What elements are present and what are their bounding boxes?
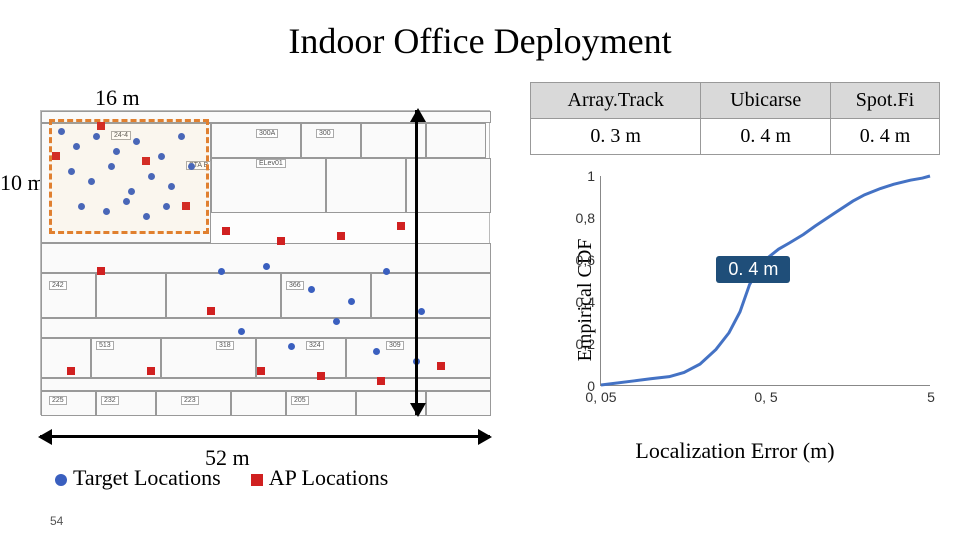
y-tick: 0,6 <box>563 252 595 268</box>
ap-square <box>397 222 405 230</box>
ap-square <box>207 307 215 315</box>
x-tick: 0, 5 <box>754 389 777 405</box>
cdf-chart: Empirical CDF 0. 4 m 00,20,40,60,810, 05… <box>530 170 940 430</box>
room-label: 300 <box>316 129 334 138</box>
room <box>426 391 491 416</box>
room <box>166 273 281 318</box>
target-dot <box>418 308 425 315</box>
target-dot <box>218 268 225 275</box>
target-dot <box>263 263 270 270</box>
table-cell: 0. 4 m <box>701 119 831 155</box>
room-label: 242 <box>49 281 67 290</box>
room <box>41 318 491 338</box>
room-label: 318 <box>216 341 234 350</box>
ap-square <box>222 227 230 235</box>
arrow-52m <box>40 435 490 438</box>
room <box>416 338 491 378</box>
table-cell: 0. 4 m <box>830 119 939 155</box>
target-dot <box>373 348 380 355</box>
target-dot <box>288 343 295 350</box>
table-header: Ubicarse <box>701 83 831 119</box>
page-number: 54 <box>50 514 63 528</box>
results-table: Array.Track Ubicarse Spot.Fi 0. 3 m 0. 4… <box>530 82 940 155</box>
dimension-10m: 10 m <box>0 170 45 196</box>
room-label: 205 <box>291 396 309 405</box>
room-label: 300A <box>256 129 278 138</box>
room-label: 309 <box>386 341 404 350</box>
room <box>41 273 96 318</box>
highlighted-room-box <box>49 119 209 234</box>
room-label: 232 <box>101 396 119 405</box>
legend-target-label: Target Locations <box>73 465 221 490</box>
room <box>161 338 256 378</box>
ap-square <box>337 232 345 240</box>
ap-square <box>317 372 325 380</box>
target-dot-icon <box>55 474 67 486</box>
callout-badge: 0. 4 m <box>716 256 790 283</box>
target-dot <box>308 286 315 293</box>
legend-ap: AP Locations <box>251 465 389 491</box>
target-dot <box>238 328 245 335</box>
legend: Target Locations AP Locations <box>55 465 388 491</box>
ap-square <box>437 362 445 370</box>
room <box>256 338 346 378</box>
room <box>231 391 286 416</box>
ap-square <box>97 267 105 275</box>
room-label: 513 <box>96 341 114 350</box>
x-tick: 5 <box>927 389 935 405</box>
target-dot <box>348 298 355 305</box>
y-tick: 0,2 <box>563 336 595 352</box>
ap-square <box>377 377 385 385</box>
legend-ap-label: AP Locations <box>269 465 389 490</box>
page-title: Indoor Office Deployment <box>0 20 960 62</box>
ap-square <box>147 367 155 375</box>
y-tick: 0,8 <box>563 210 595 226</box>
target-dot <box>383 268 390 275</box>
room <box>346 338 416 378</box>
room-label: ELev01 <box>256 159 286 168</box>
room <box>326 158 406 213</box>
room-label: 324 <box>306 341 324 350</box>
room <box>371 273 491 318</box>
y-tick: 1 <box>563 168 595 184</box>
chart-xlabel: Localization Error (m) <box>530 438 940 464</box>
table-header: Spot.Fi <box>830 83 939 119</box>
room-label: 225 <box>49 396 67 405</box>
ap-square <box>277 237 285 245</box>
arrow-40m <box>415 110 418 415</box>
target-dot <box>333 318 340 325</box>
y-tick: 0,4 <box>563 294 595 310</box>
room <box>426 123 486 158</box>
ap-square <box>257 367 265 375</box>
room <box>281 273 371 318</box>
ap-square-icon <box>251 474 263 486</box>
table-header: Array.Track <box>531 83 701 119</box>
floorplan-region: 24-4300A300ELev01STA B242366513318324309… <box>40 110 490 415</box>
dimension-16m: 16 m <box>95 85 140 111</box>
room <box>406 158 491 213</box>
x-tick: 0, 05 <box>585 389 616 405</box>
room <box>41 378 491 391</box>
room-label: 366 <box>286 281 304 290</box>
legend-target: Target Locations <box>55 465 221 491</box>
ap-square <box>67 367 75 375</box>
room <box>41 338 91 378</box>
chart-plot-area: 0. 4 m 00,20,40,60,810, 050, 55 <box>600 176 930 386</box>
room <box>96 273 166 318</box>
room-label: 223 <box>181 396 199 405</box>
table-cell: 0. 3 m <box>531 119 701 155</box>
